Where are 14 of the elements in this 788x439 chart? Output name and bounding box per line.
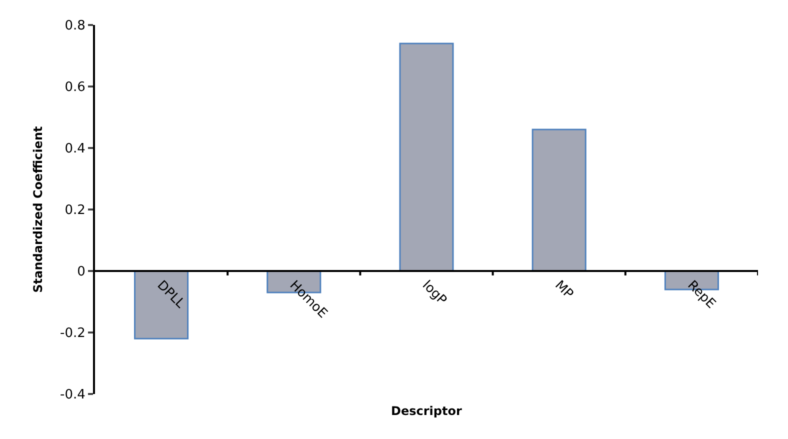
y-tick-label: 0.8	[64, 18, 86, 34]
y-tick-label: -0.4	[60, 388, 86, 403]
y-axis-title: Standardized Coefficient	[30, 126, 45, 293]
y-tick-label: 0.2	[64, 203, 86, 218]
x-tick-label: MP	[552, 278, 576, 302]
y-tick-label: 0	[77, 264, 86, 280]
bar	[399, 42, 454, 272]
x-tick-label: logP	[419, 278, 450, 308]
bar	[134, 270, 189, 340]
x-axis-title: Descriptor	[391, 404, 462, 418]
bar	[532, 128, 586, 272]
y-tick-label: 0.4	[64, 142, 86, 157]
y-tick-label: -0.2	[60, 326, 86, 342]
y-tick-label: 0.6	[64, 80, 86, 96]
